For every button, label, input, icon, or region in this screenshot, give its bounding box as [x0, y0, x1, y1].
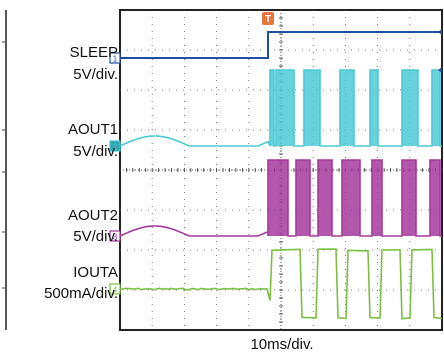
- trace-aout2-burst: [318, 160, 332, 236]
- trace-aout1-burst: [304, 70, 320, 146]
- channel-3-marker: [109, 230, 121, 242]
- trace-aout2-burst: [402, 160, 416, 236]
- trace-sleep: [120, 31, 442, 59]
- time-scale-label: 10ms/div.: [250, 336, 314, 353]
- trace-aout2-burst: [372, 160, 382, 236]
- trace-aout2-burst: [342, 160, 360, 236]
- trace-iouta: [119, 248, 443, 320]
- channel-4-marker: [109, 283, 121, 295]
- channel-1-marker: [109, 52, 121, 64]
- sleep-scale: 5V/div.: [73, 66, 118, 83]
- trace-aout2-burst: [296, 160, 310, 236]
- trigger-marker-label: T: [265, 14, 271, 25]
- trace-aout2-burst: [268, 160, 288, 236]
- channel-2-marker: [109, 140, 121, 152]
- trace-aout1-burst: [402, 70, 418, 146]
- aout2-scale: 5V/div.: [73, 228, 118, 245]
- trigger-marker: [262, 12, 274, 25]
- iouta-scale: 500mA/div.: [44, 285, 118, 302]
- trace-aout1-burst: [270, 70, 274, 146]
- scope-markers: 1 2 3 4 T: [109, 12, 442, 295]
- scope-traces: [119, 31, 443, 320]
- channel-2-marker-label: 2: [113, 143, 118, 152]
- aout2-label: AOUT2: [67, 207, 118, 224]
- trace-aout1-burst: [370, 70, 378, 146]
- aout1-label: AOUT1: [67, 121, 118, 138]
- channel-4-marker-label: 4: [113, 286, 118, 295]
- trace-aout1-burst: [432, 70, 440, 146]
- trace-aout2-burst: [430, 160, 440, 236]
- trace-aout1-burst: [276, 70, 294, 146]
- channel-1-marker-label: 1: [113, 55, 118, 64]
- aout1-scale: 5V/div.: [73, 143, 118, 160]
- sleep-label: SLEEP: [69, 44, 118, 61]
- trace-aout1-burst: [340, 70, 354, 146]
- iouta-label: IOUTA: [73, 264, 118, 281]
- left-panel-ticks: [2, 41, 6, 289]
- edge-arrow: [438, 29, 442, 35]
- channel-3-marker-label: 3: [113, 233, 118, 242]
- edge-arrow: [438, 67, 442, 73]
